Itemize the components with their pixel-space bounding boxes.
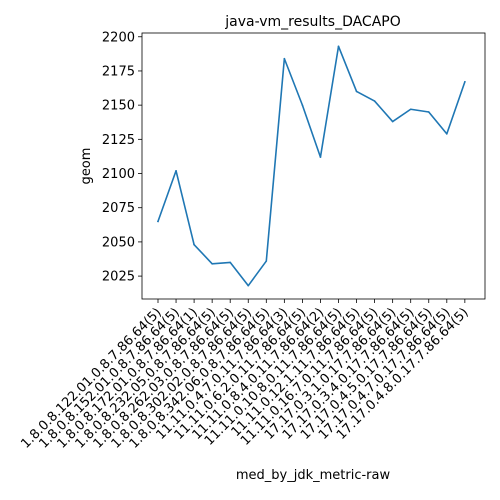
data-point <box>374 100 376 102</box>
y-tick-label: 2150 <box>102 99 135 114</box>
data-point <box>356 91 358 93</box>
data-point <box>211 263 213 265</box>
data-point <box>157 221 159 223</box>
data-point <box>392 121 394 123</box>
y-tick-label: 2125 <box>102 133 135 148</box>
y-tick-label: 2025 <box>102 270 135 285</box>
x-axis-title: med_by_jdk_metric-raw <box>236 468 391 483</box>
y-tick-label: 2200 <box>102 30 135 45</box>
data-point <box>247 285 249 287</box>
data-point <box>446 133 448 135</box>
data-point <box>410 108 412 110</box>
data-point <box>175 170 177 172</box>
y-tick-label: 2050 <box>102 235 135 250</box>
y-axis-title: geom <box>79 148 94 185</box>
data-point <box>320 156 322 158</box>
data-point <box>284 58 286 60</box>
y-tick-label: 2175 <box>102 64 135 79</box>
data-point <box>193 244 195 246</box>
data-point <box>464 81 466 83</box>
data-point <box>266 260 268 262</box>
y-tick-label: 2075 <box>102 201 135 216</box>
chart-title: java-vm_results_DACAPO <box>224 14 401 30</box>
data-point <box>302 104 304 106</box>
y-tick-label: 2100 <box>102 167 135 182</box>
data-point <box>229 262 231 264</box>
data-point <box>338 46 340 48</box>
data-point <box>428 111 430 113</box>
